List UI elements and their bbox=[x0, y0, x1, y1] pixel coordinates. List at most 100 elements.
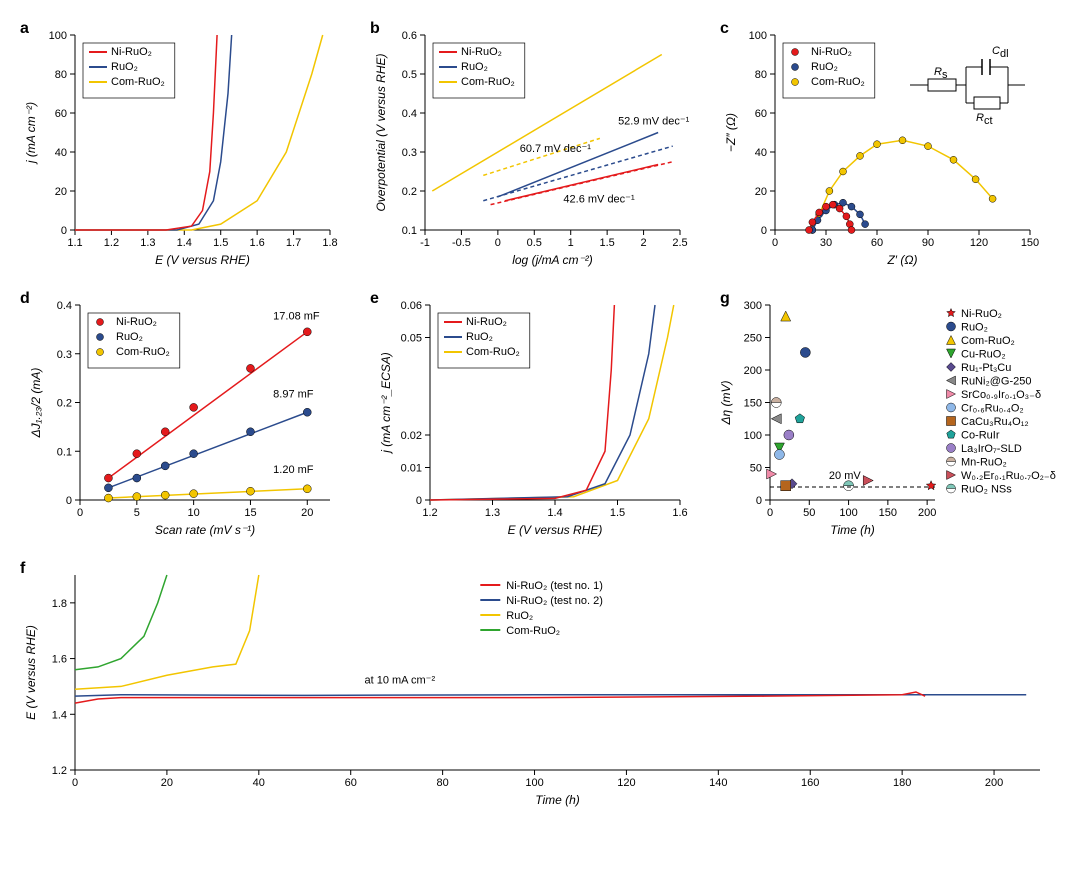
svg-text:E (V versus RHE): E (V versus RHE) bbox=[24, 625, 38, 720]
svg-text:30: 30 bbox=[820, 237, 832, 249]
svg-text:1.5: 1.5 bbox=[213, 237, 228, 249]
svg-text:0: 0 bbox=[756, 495, 762, 507]
svg-text:Cu-RuO₂: Cu-RuO₂ bbox=[961, 349, 1006, 361]
svg-text:Z′ (Ω): Z′ (Ω) bbox=[886, 253, 917, 267]
svg-text:R: R bbox=[934, 66, 942, 78]
svg-text:0.1: 0.1 bbox=[402, 225, 417, 237]
svg-text:160: 160 bbox=[801, 777, 819, 789]
svg-text:SrCo₀.₉Ir₀.₁O₃₋δ: SrCo₀.₉Ir₀.₁O₃₋δ bbox=[961, 389, 1041, 401]
panel-g: g 050100150200050100150200250300Time (h)… bbox=[720, 290, 1065, 550]
svg-text:RuO₂: RuO₂ bbox=[466, 331, 493, 343]
svg-text:0: 0 bbox=[416, 495, 422, 507]
svg-text:1.4: 1.4 bbox=[177, 237, 192, 249]
svg-text:RuO₂: RuO₂ bbox=[811, 61, 838, 73]
panel-e: e 1.21.31.41.51.600.010.020.050.06E (V v… bbox=[370, 290, 700, 550]
svg-text:0.5: 0.5 bbox=[527, 237, 542, 249]
svg-text:120: 120 bbox=[970, 237, 988, 249]
svg-text:RuO₂ NSs: RuO₂ NSs bbox=[961, 484, 1012, 496]
svg-text:1.8: 1.8 bbox=[52, 598, 67, 610]
svg-text:200: 200 bbox=[744, 365, 762, 377]
svg-text:60: 60 bbox=[55, 108, 67, 120]
svg-text:0: 0 bbox=[66, 495, 72, 507]
svg-text:15: 15 bbox=[244, 507, 256, 519]
svg-text:2.5: 2.5 bbox=[672, 237, 687, 249]
svg-text:RuO₂: RuO₂ bbox=[506, 610, 533, 622]
svg-text:1.3: 1.3 bbox=[140, 237, 155, 249]
panel-e-svg: 1.21.31.41.51.600.010.020.050.06E (V ver… bbox=[370, 290, 700, 550]
svg-text:Com-RuO₂: Com-RuO₂ bbox=[461, 76, 515, 88]
svg-text:90: 90 bbox=[922, 237, 934, 249]
svg-text:0.05: 0.05 bbox=[401, 333, 422, 345]
svg-text:1.2: 1.2 bbox=[52, 765, 67, 777]
svg-text:Δη (mV): Δη (mV) bbox=[720, 380, 733, 425]
svg-text:Ni-RuO₂ (test no. 2): Ni-RuO₂ (test no. 2) bbox=[506, 595, 603, 607]
svg-text:Scan rate (mV s⁻¹): Scan rate (mV s⁻¹) bbox=[155, 523, 255, 537]
panel-d-svg: 0510152000.10.20.30.4Scan rate (mV s⁻¹)Δ… bbox=[20, 290, 350, 550]
svg-text:100: 100 bbox=[749, 30, 767, 42]
svg-text:0.3: 0.3 bbox=[402, 147, 417, 159]
svg-text:42.6 mV dec⁻¹: 42.6 mV dec⁻¹ bbox=[563, 194, 635, 206]
svg-text:Ni-RuO₂: Ni-RuO₂ bbox=[466, 316, 507, 328]
svg-text:0.02: 0.02 bbox=[401, 430, 422, 442]
svg-text:Com-RuO₂: Com-RuO₂ bbox=[506, 625, 560, 637]
svg-text:E (V versus RHE): E (V versus RHE) bbox=[508, 523, 603, 537]
svg-text:E (V versus RHE): E (V versus RHE) bbox=[155, 253, 250, 267]
svg-text:RuO₂: RuO₂ bbox=[461, 61, 488, 73]
svg-text:Overpotential (V versus RHE): Overpotential (V versus RHE) bbox=[374, 53, 388, 211]
panel-d: d 0510152000.10.20.30.4Scan rate (mV s⁻¹… bbox=[20, 290, 350, 550]
svg-text:180: 180 bbox=[893, 777, 911, 789]
svg-text:100: 100 bbox=[49, 30, 67, 42]
svg-text:0: 0 bbox=[495, 237, 501, 249]
svg-text:1.4: 1.4 bbox=[52, 709, 67, 721]
svg-text:W₀.₂Er₀.₁Ru₀.₇O₂₋δ: W₀.₂Er₀.₁Ru₀.₇O₂₋δ bbox=[961, 470, 1056, 482]
svg-text:Ni-RuO₂: Ni-RuO₂ bbox=[961, 308, 1002, 320]
svg-text:1.2: 1.2 bbox=[104, 237, 119, 249]
svg-text:40: 40 bbox=[755, 147, 767, 159]
svg-text:50: 50 bbox=[803, 507, 815, 519]
svg-text:RuO₂: RuO₂ bbox=[111, 61, 138, 73]
svg-text:Ni-RuO₂ (test no. 1): Ni-RuO₂ (test no. 1) bbox=[506, 580, 603, 592]
svg-text:Com-RuO₂: Com-RuO₂ bbox=[811, 76, 865, 88]
svg-text:1.6: 1.6 bbox=[52, 654, 67, 666]
svg-text:0.4: 0.4 bbox=[57, 300, 72, 312]
svg-text:50: 50 bbox=[750, 463, 762, 475]
svg-text:0.1: 0.1 bbox=[57, 446, 72, 458]
svg-text:ΔJ₁.₂₃/2 (mA): ΔJ₁.₂₃/2 (mA) bbox=[29, 368, 43, 439]
svg-text:C: C bbox=[992, 45, 1000, 57]
svg-text:j (mA cm⁻²_ECSA): j (mA cm⁻²_ECSA) bbox=[379, 352, 393, 455]
svg-text:0.4: 0.4 bbox=[402, 108, 417, 120]
svg-text:0: 0 bbox=[761, 225, 767, 237]
svg-text:20: 20 bbox=[55, 186, 67, 198]
svg-text:40: 40 bbox=[55, 147, 67, 159]
svg-text:Co-RuIr: Co-RuIr bbox=[961, 430, 1000, 442]
svg-text:1.7: 1.7 bbox=[286, 237, 301, 249]
svg-text:150: 150 bbox=[1021, 237, 1039, 249]
svg-text:1.6: 1.6 bbox=[249, 237, 264, 249]
svg-text:20: 20 bbox=[161, 777, 173, 789]
svg-text:20 mV: 20 mV bbox=[829, 470, 861, 482]
svg-text:0.01: 0.01 bbox=[401, 463, 422, 475]
svg-text:1.3: 1.3 bbox=[485, 507, 500, 519]
svg-text:dl: dl bbox=[1000, 48, 1009, 60]
svg-text:1.6: 1.6 bbox=[672, 507, 687, 519]
svg-text:100: 100 bbox=[839, 507, 857, 519]
svg-text:150: 150 bbox=[879, 507, 897, 519]
svg-text:80: 80 bbox=[55, 69, 67, 81]
svg-text:1.5: 1.5 bbox=[610, 507, 625, 519]
panel-c-label: c bbox=[720, 20, 729, 38]
svg-text:Ni-RuO₂: Ni-RuO₂ bbox=[461, 46, 502, 58]
svg-text:2: 2 bbox=[641, 237, 647, 249]
svg-text:1: 1 bbox=[568, 237, 574, 249]
svg-text:52.9 mV dec⁻¹: 52.9 mV dec⁻¹ bbox=[618, 116, 690, 128]
panel-b-label: b bbox=[370, 20, 380, 38]
svg-text:0: 0 bbox=[61, 225, 67, 237]
svg-text:Cr₀.₆Ru₀.₄O₂: Cr₀.₆Ru₀.₄O₂ bbox=[961, 403, 1024, 415]
svg-text:10: 10 bbox=[188, 507, 200, 519]
svg-text:140: 140 bbox=[709, 777, 727, 789]
svg-text:1.2: 1.2 bbox=[422, 507, 437, 519]
svg-text:Ni-RuO₂: Ni-RuO₂ bbox=[811, 46, 852, 58]
svg-text:RuO₂: RuO₂ bbox=[116, 331, 143, 343]
panel-a-svg: 1.11.21.31.41.51.61.71.8020406080100E (V… bbox=[20, 20, 350, 280]
svg-text:Com-RuO₂: Com-RuO₂ bbox=[116, 346, 170, 358]
svg-text:at 10 mA cm⁻²: at 10 mA cm⁻² bbox=[365, 675, 436, 687]
